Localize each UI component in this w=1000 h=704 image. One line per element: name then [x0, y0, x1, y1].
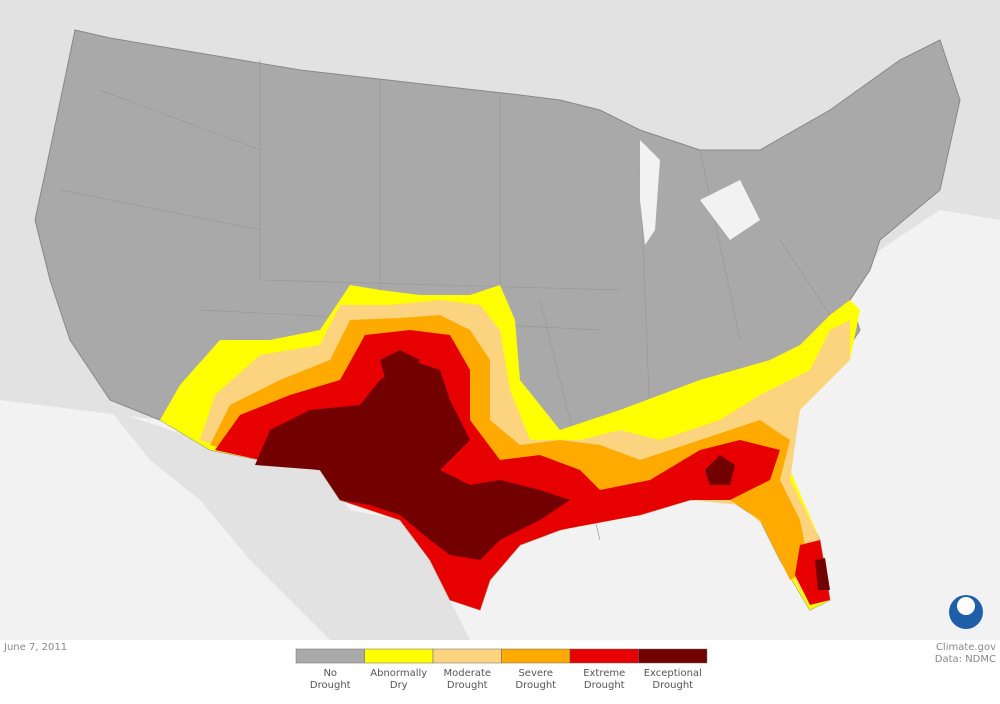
legend-label: Dry — [390, 680, 408, 691]
legend-label: Drought — [515, 680, 556, 691]
great-lakes — [640, 140, 760, 245]
legend-label: Drought — [310, 680, 351, 691]
credit-source: Climate.gov — [936, 642, 996, 653]
legend-swatch — [638, 648, 708, 664]
logo-inner — [957, 597, 975, 615]
legend-swatch — [501, 648, 571, 664]
legend-label: Drought — [652, 680, 693, 691]
credit-data: Data: NDMC — [935, 654, 996, 665]
legend-swatch — [364, 648, 434, 664]
legend-label: Drought — [584, 680, 625, 691]
legend: NoDroughtAbnormallyDryModerateDroughtSev… — [295, 648, 708, 691]
legend-label: Drought — [447, 680, 488, 691]
legend-swatch — [569, 648, 639, 664]
legend-label: Abnormally — [370, 668, 427, 679]
legend-label: Extreme — [583, 668, 625, 679]
date: June 7, 2011 — [3, 642, 67, 653]
exceptional-drought — [255, 350, 830, 590]
legend-label: Exceptional — [644, 668, 702, 679]
legend-label: Severe — [518, 668, 553, 679]
legend-label: No — [323, 668, 337, 679]
drought-areas — [160, 285, 860, 610]
legend-swatch — [432, 648, 502, 664]
legend-label: Moderate — [443, 668, 491, 679]
mexico — [110, 410, 470, 640]
noaa-logo — [949, 595, 983, 629]
legend-swatch — [295, 648, 365, 664]
